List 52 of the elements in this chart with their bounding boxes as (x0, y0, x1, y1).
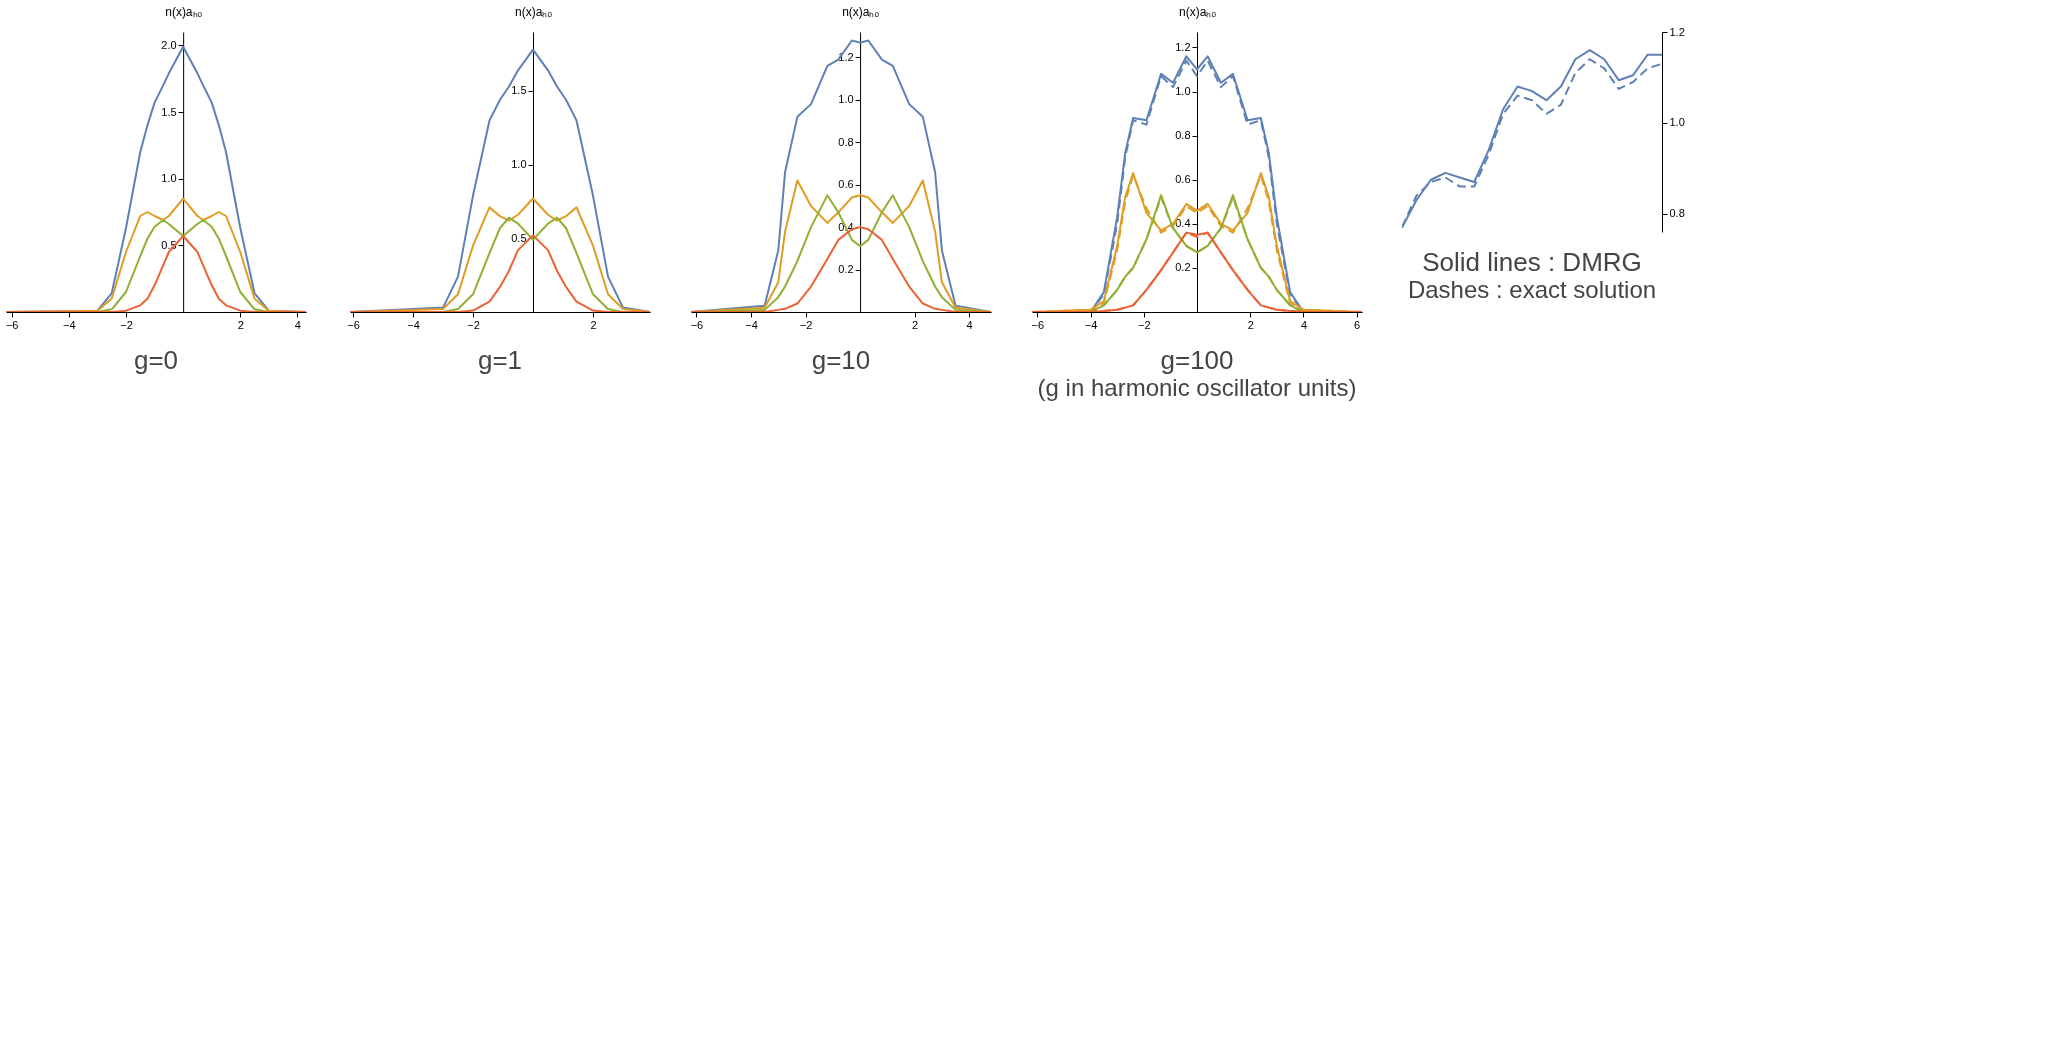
y-axis-title: n(x)aₕₒ (515, 4, 553, 19)
y-tick-label: 1.0 (1175, 85, 1191, 98)
y-tick-label: 0.5 (161, 238, 177, 251)
y-axis-title: n(x)aₕₒ (165, 4, 203, 19)
text: Solid lines : DMRG (1422, 247, 1642, 277)
y-tick-label: 1.5 (161, 105, 177, 118)
y-tick-label: 1.0 (1669, 116, 1685, 129)
text: g=10 (811, 345, 871, 375)
x-tick-label: 4 (1300, 318, 1308, 331)
y-tick-label: 0.2 (838, 263, 854, 276)
x-tick-label: −6 (690, 318, 704, 331)
y-axis-title: n(x)aₕₒ (1179, 4, 1217, 19)
y-tick-label: 1.2 (1175, 40, 1191, 53)
y-axis-title: n(x)aₕₒ (842, 4, 880, 19)
x-tick-label: 4 (294, 318, 301, 331)
x-tick-label: −2 (1138, 318, 1151, 331)
x-tick-label: 2 (590, 318, 597, 331)
x-tick-label: 4 (966, 318, 973, 331)
x-tick-label: −4 (407, 318, 420, 331)
y-tick-label: 0.8 (1669, 207, 1685, 220)
x-tick-label: −6 (1031, 318, 1045, 331)
line-series (6, 235, 306, 312)
text: g=0 (133, 345, 179, 375)
y-tick-label: 1.5 (511, 84, 527, 97)
y-tick-label: 1.0 (511, 158, 527, 171)
text: g=100 (1160, 345, 1234, 375)
text: g=1 (477, 345, 523, 375)
y-tick-label: 1.0 (838, 93, 854, 106)
x-tick-label: −2 (799, 318, 813, 331)
x-tick-label: −4 (1084, 318, 1098, 331)
x-tick-label: −4 (745, 318, 758, 331)
y-tick-label: 0.8 (838, 135, 854, 148)
x-tick-label: −2 (120, 318, 133, 331)
text: Dashes : exact solution (1407, 276, 1657, 303)
y-tick-label: 1.0 (161, 172, 177, 185)
x-tick-label: 2 (912, 318, 919, 331)
x-tick-label: 2 (237, 318, 244, 331)
x-tick-label: −4 (63, 318, 76, 331)
y-tick-label: 0.5 (511, 231, 527, 244)
y-tick-label: 0.8 (1175, 129, 1191, 142)
y-tick-label: 0.2 (1175, 261, 1191, 274)
x-tick-label: −6 (347, 318, 360, 331)
x-tick-label: −2 (467, 318, 480, 331)
y-tick-label: 1.2 (1669, 25, 1685, 38)
x-tick-label: −6 (5, 318, 19, 331)
x-tick-label: 6 (1354, 318, 1361, 331)
text: (g in harmonic oscillator units) (1037, 374, 1357, 401)
x-tick-label: 2 (1247, 318, 1254, 331)
y-tick-label: 2.0 (161, 38, 177, 51)
y-tick-label: 0.4 (1175, 217, 1191, 230)
y-tick-label: 0.6 (838, 178, 854, 191)
y-tick-label: 0.6 (1175, 173, 1191, 186)
